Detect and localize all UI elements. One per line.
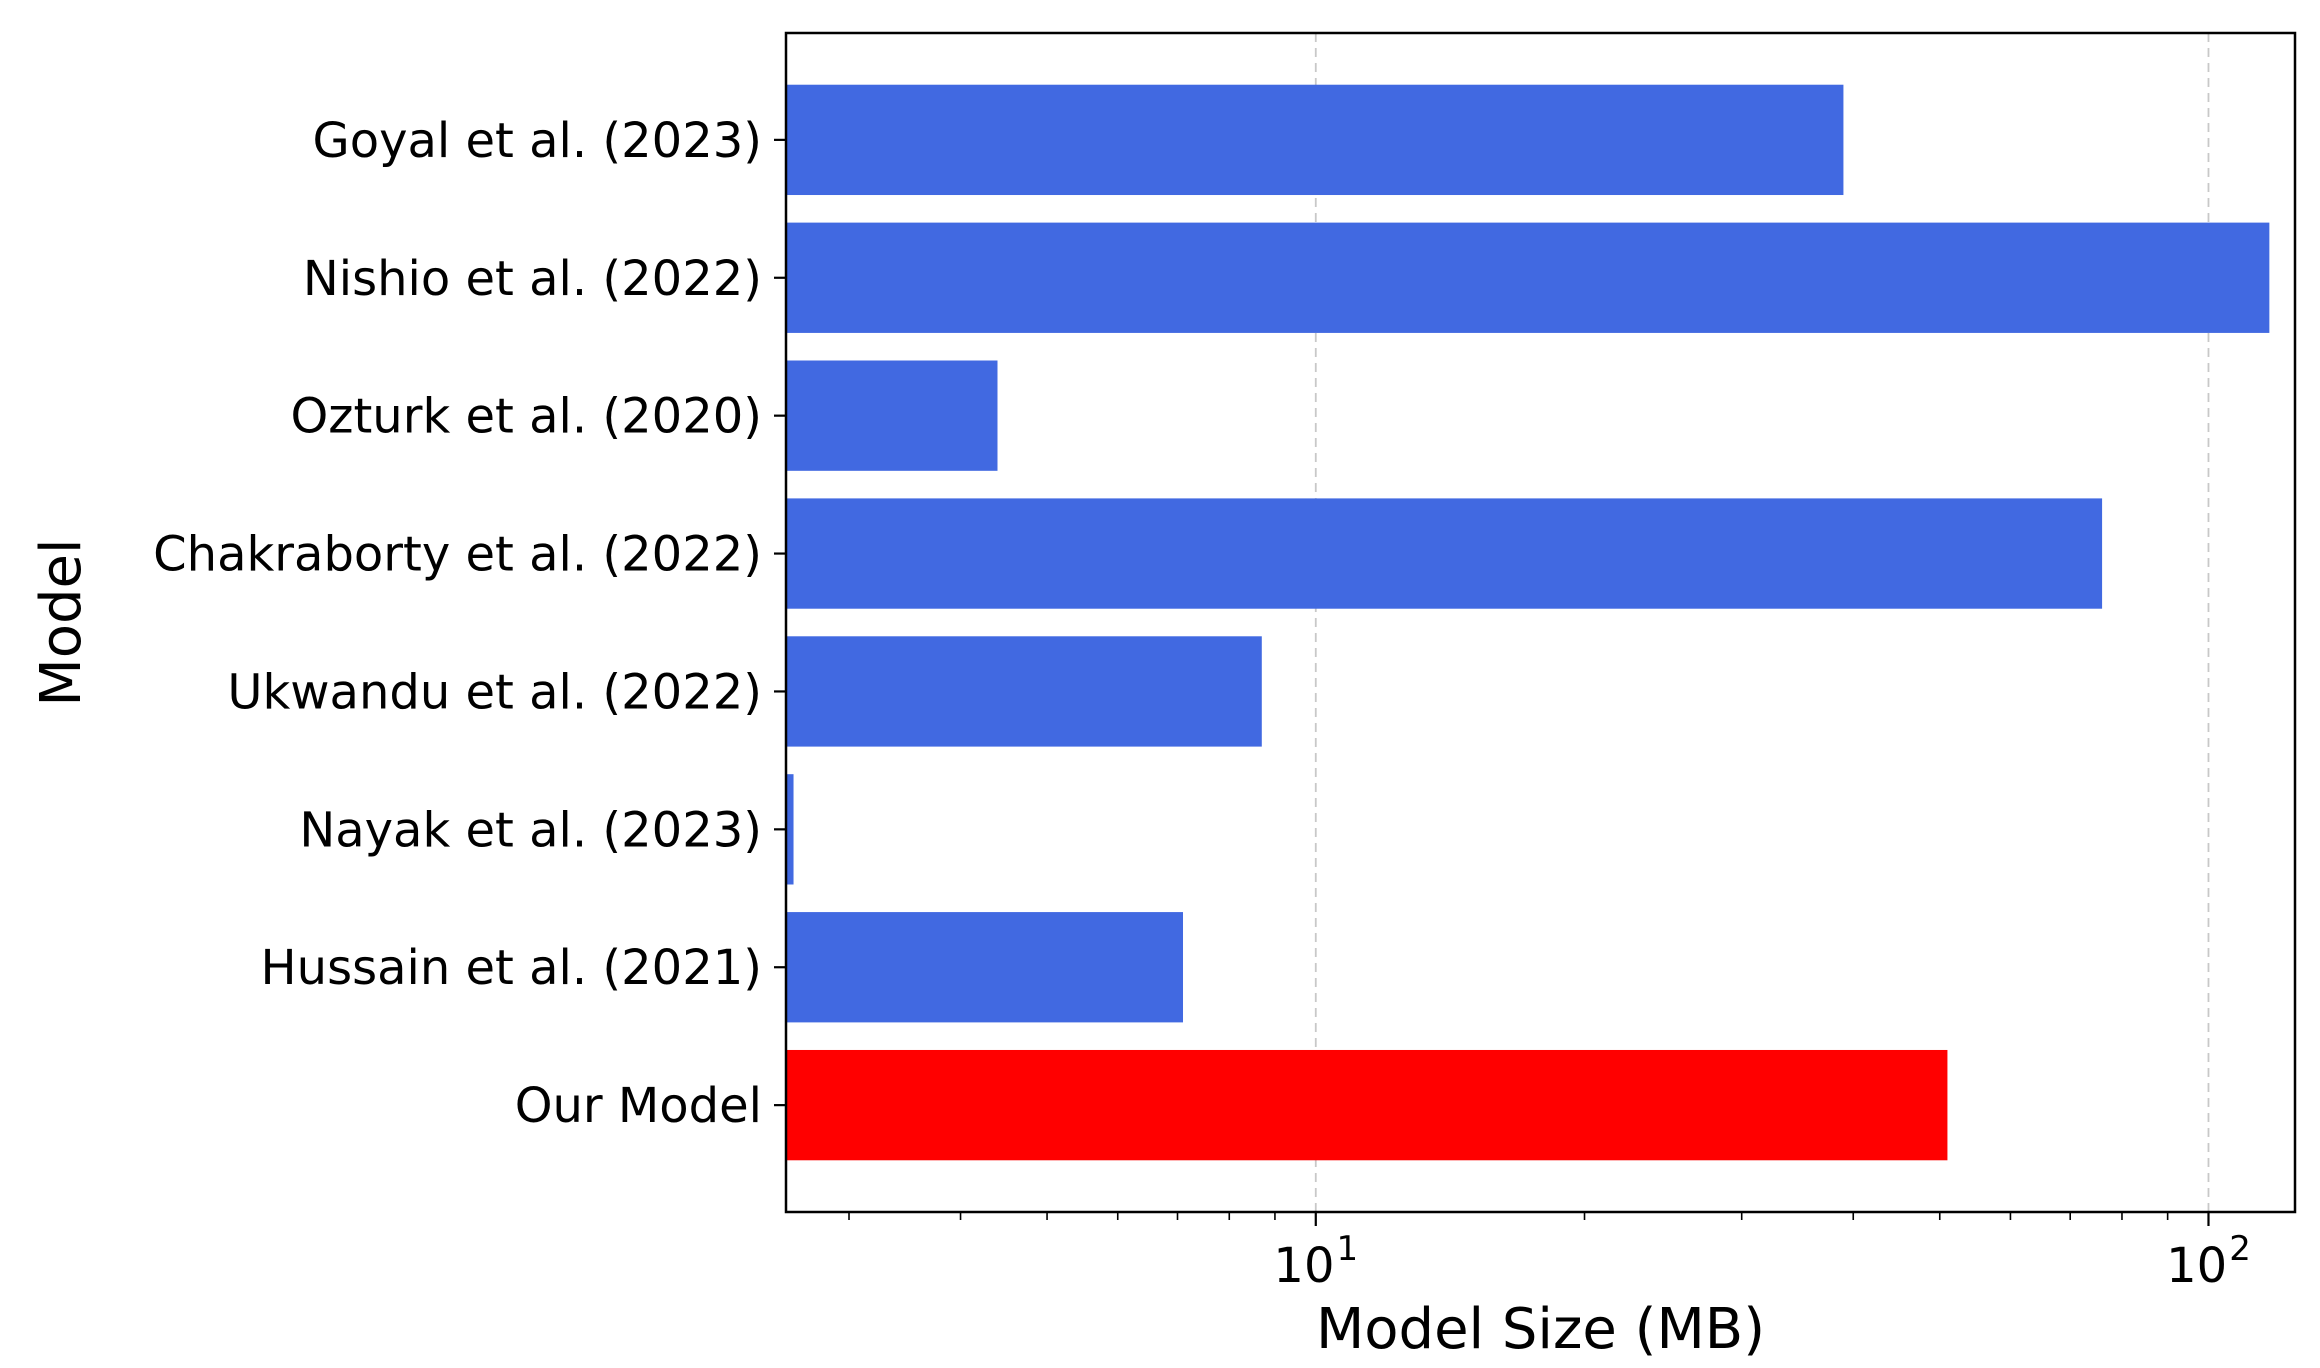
bar [786, 222, 2270, 333]
bar [786, 774, 794, 885]
y-tick-label: Nayak et al. (2023) [299, 802, 762, 858]
x-tick-label: 102 [2166, 1229, 2251, 1294]
bar [786, 360, 998, 471]
bar [786, 912, 1184, 1023]
y-axis: Goyal et al. (2023) Nishio et al. (2022) O… [153, 113, 786, 1134]
x-tick-label: 101 [1273, 1229, 1358, 1294]
y-tick-label: Goyal et al. (2023) [313, 113, 762, 169]
y-tick-label: Ozturk et al. (2020) [291, 389, 763, 445]
y-tick-label: Our Model [515, 1078, 762, 1134]
y-tick-label: Chakraborty et al. (2022) [153, 527, 762, 583]
y-axis-title: Model [29, 538, 94, 706]
y-tick-label: Nishio et al. (2022) [303, 251, 762, 307]
plot-frame [784, 31, 2297, 1214]
grid-lines [1314, 33, 2210, 1212]
x-axis-title: Model Size (MB) [1316, 1297, 1765, 1362]
y-tick-label: Hussain et al. (2021) [261, 940, 762, 996]
x-axis: 101 102 [848, 1212, 2251, 1294]
bars [786, 84, 2270, 1161]
bar [786, 84, 1844, 196]
y-tick-label: Ukwandu et al. (2022) [227, 664, 762, 720]
bar [786, 1049, 1948, 1161]
bar [786, 498, 2103, 609]
bar [786, 636, 1262, 747]
